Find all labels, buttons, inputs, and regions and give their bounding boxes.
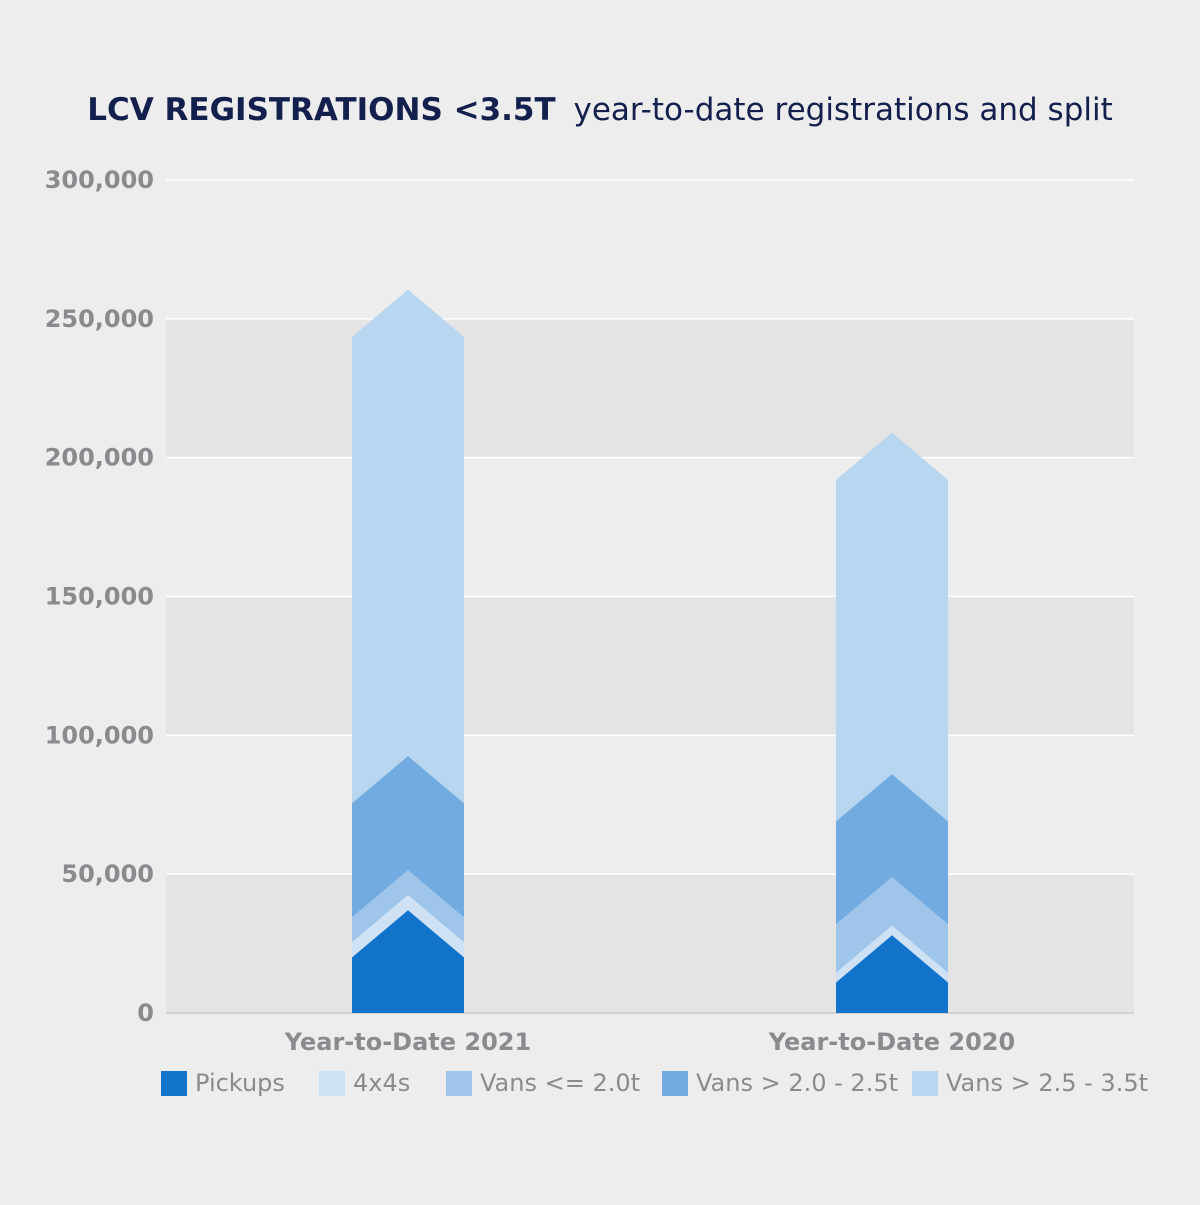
chart-subtitle: year-to-date registrations and split — [574, 92, 1113, 128]
legend-label: Vans <= 2.0t — [480, 1069, 640, 1097]
y-tick-label: 100,000 — [45, 721, 154, 749]
chart-title: LCV REGISTRATIONS <3.5T year-to-date reg… — [87, 92, 1113, 128]
x-category-label: Year-to-Date 2020 — [768, 1028, 1015, 1056]
grid-band — [166, 318, 1134, 458]
legend-label: Vans > 2.0 - 2.5t — [696, 1069, 898, 1097]
legend-label: Vans > 2.5 - 3.5t — [946, 1069, 1148, 1097]
grid-band — [166, 874, 1134, 1013]
legend-label: 4x4s — [353, 1069, 410, 1097]
gridlines — [166, 179, 1134, 1014]
chart-title-bold: LCV REGISTRATIONS <3.5T — [87, 92, 555, 128]
legend: Pickups 4x4s Vans <= 2.0t Vans > 2.0 - 2.5t… — [161, 1069, 1148, 1097]
y-tick-label: 300,000 — [45, 166, 154, 194]
x-category-label: Year-to-Date 2021 — [284, 1028, 531, 1056]
bars — [352, 289, 948, 1014]
y-tick-label: 0 — [137, 999, 154, 1027]
legend-label: Pickups — [195, 1069, 285, 1097]
y-tick-label: 250,000 — [45, 305, 154, 333]
y-tick-label: 200,000 — [45, 444, 154, 472]
legend-swatch — [446, 1071, 472, 1096]
x-axis: Year-to-Date 2021 Year-to-Date 2020 — [284, 1028, 1015, 1056]
bar-segment-pickups — [352, 910, 464, 1013]
y-tick-label: 50,000 — [61, 860, 154, 888]
legend-swatch — [161, 1071, 187, 1096]
bar-segment-pickups — [836, 935, 948, 1013]
legend-swatch — [662, 1071, 688, 1096]
alternating-bands — [166, 318, 1134, 1013]
legend-swatch — [319, 1071, 345, 1096]
y-axis: 0 50,000 100,000 150,000 200,000 250,000 300,0… — [45, 166, 154, 1027]
grid-band — [166, 596, 1134, 736]
y-tick-label: 150,000 — [45, 583, 154, 611]
legend-swatch — [912, 1071, 938, 1096]
